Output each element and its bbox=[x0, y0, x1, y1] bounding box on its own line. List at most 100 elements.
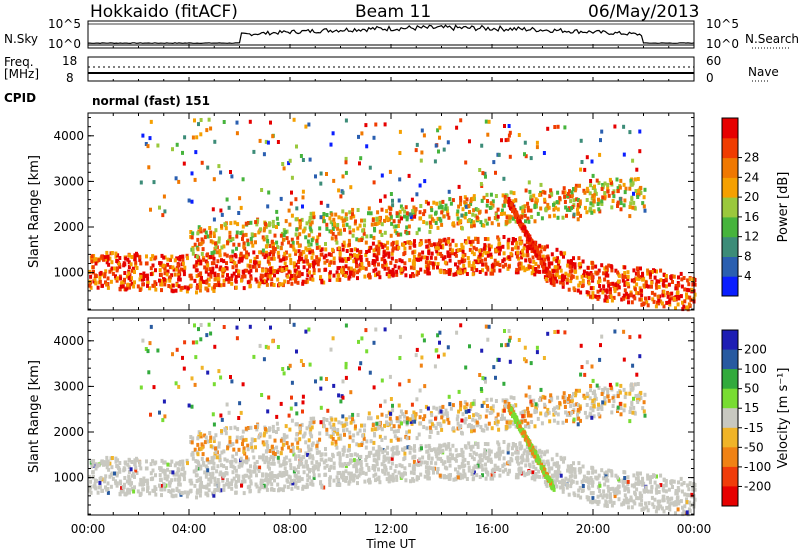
velocity-cell bbox=[674, 491, 678, 496]
power-cell bbox=[491, 271, 495, 276]
power-cell bbox=[459, 270, 463, 275]
power-cell bbox=[661, 293, 665, 298]
velocity-cell bbox=[169, 489, 173, 494]
power-cell bbox=[419, 267, 423, 272]
velocity-cell bbox=[265, 487, 269, 492]
velocity-cell bbox=[386, 471, 390, 476]
power-cell bbox=[507, 264, 511, 269]
velocity-cell bbox=[442, 419, 446, 424]
velocity-cell bbox=[114, 459, 118, 464]
power-cell bbox=[607, 283, 611, 288]
power-cell bbox=[289, 261, 293, 266]
power-cell bbox=[617, 285, 621, 290]
power-cell bbox=[607, 263, 611, 268]
velocity-cell bbox=[312, 416, 316, 421]
power-cell bbox=[508, 218, 512, 223]
power-cell bbox=[655, 279, 659, 284]
power-cell bbox=[254, 220, 258, 225]
power-cell bbox=[368, 272, 371, 277]
velocity-cell bbox=[486, 455, 490, 460]
power-cell bbox=[301, 195, 305, 200]
power-cell bbox=[380, 207, 384, 212]
velocity-cell bbox=[459, 407, 462, 412]
power-cell bbox=[507, 124, 511, 128]
velocity-cell bbox=[533, 477, 537, 482]
power-cell bbox=[156, 143, 160, 148]
velocity-cell bbox=[596, 501, 600, 506]
power-cell bbox=[324, 242, 327, 246]
power-cell bbox=[598, 276, 601, 281]
power-cell bbox=[587, 275, 591, 280]
velocity-cell bbox=[585, 476, 589, 481]
power-cell bbox=[648, 275, 652, 280]
power-cell bbox=[372, 253, 376, 258]
power-cell bbox=[437, 205, 441, 210]
power-cell bbox=[489, 244, 493, 249]
velocity-cell bbox=[291, 481, 295, 486]
power-cell bbox=[190, 235, 194, 240]
velocity-cell bbox=[229, 426, 233, 431]
power-cell bbox=[509, 251, 513, 256]
power-cell bbox=[512, 206, 516, 211]
velocity-cell bbox=[531, 470, 535, 475]
power-cell bbox=[417, 271, 420, 275]
power-cell bbox=[182, 268, 186, 273]
velocity-cell bbox=[649, 477, 652, 482]
power-cell bbox=[681, 307, 685, 312]
velocity-cell bbox=[212, 439, 216, 443]
power-cell bbox=[212, 231, 216, 236]
velocity-cell bbox=[409, 479, 412, 484]
power-cell bbox=[471, 196, 475, 201]
power-cell bbox=[587, 272, 591, 277]
velocity-cell bbox=[90, 464, 94, 469]
power-cell bbox=[393, 264, 397, 269]
velocity-cell bbox=[115, 464, 119, 468]
power-cell bbox=[270, 277, 274, 282]
velocity-cell bbox=[285, 472, 289, 476]
power-cell bbox=[531, 265, 535, 270]
power-cell bbox=[504, 198, 507, 203]
velocity-cell bbox=[356, 453, 359, 458]
power-cell bbox=[139, 274, 143, 279]
velocity-cell bbox=[391, 451, 395, 456]
power-cell bbox=[268, 244, 272, 248]
power-cell bbox=[444, 203, 448, 208]
power-cell bbox=[470, 250, 474, 255]
power-cell bbox=[369, 245, 373, 250]
velocity-cell bbox=[546, 407, 550, 412]
power-cell bbox=[105, 282, 109, 287]
velocity-cell bbox=[661, 487, 665, 492]
power-cell bbox=[275, 225, 278, 229]
power-cell bbox=[575, 275, 579, 280]
power-cell bbox=[165, 272, 169, 277]
velocity-cell bbox=[375, 460, 379, 465]
power-cell bbox=[217, 239, 221, 244]
velocity-cell bbox=[237, 474, 241, 479]
power-cell bbox=[126, 282, 130, 287]
velocity-cell bbox=[301, 486, 305, 491]
velocity-cell bbox=[376, 415, 380, 420]
power-cell bbox=[235, 246, 238, 251]
power-cell bbox=[502, 251, 506, 256]
power-cell bbox=[104, 257, 108, 262]
velocity-cell bbox=[237, 447, 241, 452]
power-cell bbox=[220, 224, 223, 229]
power-cell bbox=[235, 268, 239, 273]
power-cell bbox=[126, 257, 130, 262]
power-cell bbox=[457, 184, 461, 189]
power-cell bbox=[480, 143, 484, 148]
velocity-cell bbox=[124, 492, 128, 497]
power-cell bbox=[324, 267, 328, 272]
velocity-cell bbox=[372, 440, 376, 445]
power-cell bbox=[482, 249, 486, 254]
power-cell bbox=[425, 244, 429, 249]
velocity-cell bbox=[502, 440, 506, 444]
freq-label: Freq. bbox=[4, 55, 34, 69]
velocity-cell bbox=[92, 484, 96, 489]
power-cell bbox=[325, 226, 329, 231]
power-cell bbox=[139, 261, 143, 266]
velocity-cell bbox=[97, 463, 101, 468]
power-cell bbox=[537, 255, 541, 260]
power-cell bbox=[257, 284, 261, 289]
power-cell bbox=[265, 235, 269, 240]
